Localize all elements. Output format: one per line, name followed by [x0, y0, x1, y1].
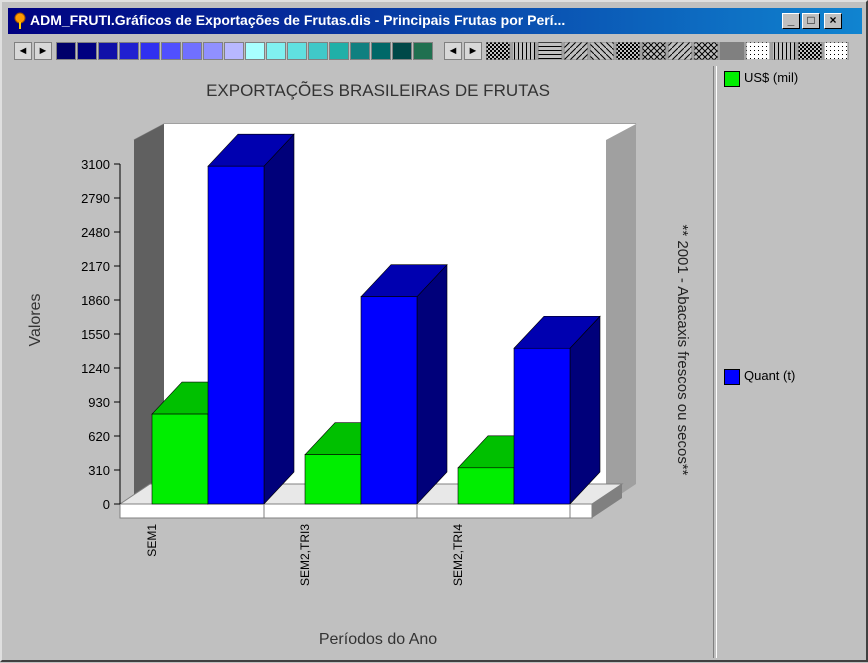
window-title: ADM_FRUTI.Gráficos de Exportações de Fru… [30, 12, 566, 28]
bar [457, 467, 515, 505]
color-swatch[interactable] [119, 42, 139, 60]
chart-subtitle: ** 2001 - Abacaxis frescos ou secos** [674, 225, 691, 476]
color-swatch[interactable] [182, 42, 202, 60]
chart-title: EXPORTAÇÕES BRASILEIRAS DE FRUTAS [206, 81, 550, 100]
bar-chart: EXPORTAÇÕES BRASILEIRAS DE FRUTAS 0 310 62… [27, 81, 691, 648]
legend-item-quant: Quant (t) [724, 368, 795, 388]
legend-swatch-quant [724, 368, 740, 385]
title-bar[interactable]: ADM_FRUTI.Gráficos de Exportações de Fru… [8, 8, 862, 34]
bar-side [569, 315, 601, 505]
y-tick-label: 1240 [81, 361, 110, 376]
x-axis-label: Períodos do Ano [319, 631, 437, 648]
color-swatch[interactable] [266, 42, 286, 60]
color-swatch[interactable] [203, 42, 223, 60]
y-tick-label: 2170 [81, 259, 110, 274]
pattern-back-arrow-icon[interactable]: ◄ [444, 42, 462, 60]
maximize-button[interactable]: □ [802, 13, 820, 29]
bar-side [416, 263, 448, 505]
color-swatch[interactable] [98, 42, 118, 60]
legend-swatch-usd [724, 70, 740, 87]
color-swatch[interactable] [287, 42, 307, 60]
color-swatch[interactable] [392, 42, 412, 60]
bar [304, 454, 362, 505]
app-icon [14, 12, 26, 29]
x-tick-label: SEM1 [145, 524, 159, 557]
x-tick-label: SEM2,TRI4 [451, 524, 465, 586]
close-button[interactable]: × [824, 13, 842, 29]
y-tick-label: 2480 [81, 225, 110, 240]
y-tick-label: 3100 [81, 157, 110, 172]
palette-forward-arrow-icon[interactable]: ► [34, 42, 52, 60]
minimize-button[interactable]: _ [782, 13, 800, 29]
bar [360, 296, 418, 505]
color-swatch[interactable] [56, 42, 76, 60]
color-swatch[interactable] [245, 42, 265, 60]
y-tick-label: 1550 [81, 327, 110, 342]
legend-label-usd: US$ (mil) [744, 70, 799, 85]
y-tick-label: 930 [88, 395, 110, 410]
pane-splitter[interactable] [713, 66, 717, 658]
bar [513, 347, 571, 505]
x-tick-label: SEM2,TRI3 [298, 524, 312, 586]
legend-pane: US$ (mil) Quant (t) [718, 66, 864, 658]
color-palette-toolbar: ◄ ► ◄ ► [12, 38, 862, 64]
fill-patterns[interactable] [486, 42, 856, 60]
pattern-forward-arrow-icon[interactable]: ► [464, 42, 482, 60]
color-swatch[interactable] [224, 42, 244, 60]
color-swatch[interactable] [350, 42, 370, 60]
color-swatch[interactable] [308, 42, 328, 60]
y-ticks: 0 310 620 930 1240 1550 1860 2170 2480 2790 3100 [81, 157, 120, 512]
legend-item-usd: US$ (mil) [724, 70, 798, 90]
y-tick-label: 2790 [81, 191, 110, 206]
y-tick-label: 310 [88, 463, 110, 478]
y-tick-label: 0 [103, 497, 110, 512]
color-swatch[interactable] [140, 42, 160, 60]
bar-side [263, 133, 295, 505]
color-swatch[interactable] [77, 42, 97, 60]
color-swatch[interactable] [371, 42, 391, 60]
chart-right-edge [606, 124, 636, 504]
x-ticks: SEM1 SEM2,TRI3 SEM2,TRI4 [145, 504, 571, 586]
y-tick-label: 1860 [81, 293, 110, 308]
bar [207, 165, 265, 505]
palette-back-arrow-icon[interactable]: ◄ [14, 42, 32, 60]
chart-base [119, 503, 593, 519]
legend-label-quant: Quant (t) [744, 368, 796, 383]
color-swatch[interactable] [329, 42, 349, 60]
chart-pane: EXPORTAÇÕES BRASILEIRAS DE FRUTAS 0 310 62… [12, 66, 712, 658]
bar-series [151, 133, 601, 505]
y-axis-label: Valores [27, 293, 44, 346]
y-tick-label: 620 [88, 429, 110, 444]
bar [151, 413, 209, 505]
chart-base-side [592, 484, 622, 518]
color-swatch[interactable] [413, 42, 433, 60]
color-swatch[interactable] [161, 42, 181, 60]
